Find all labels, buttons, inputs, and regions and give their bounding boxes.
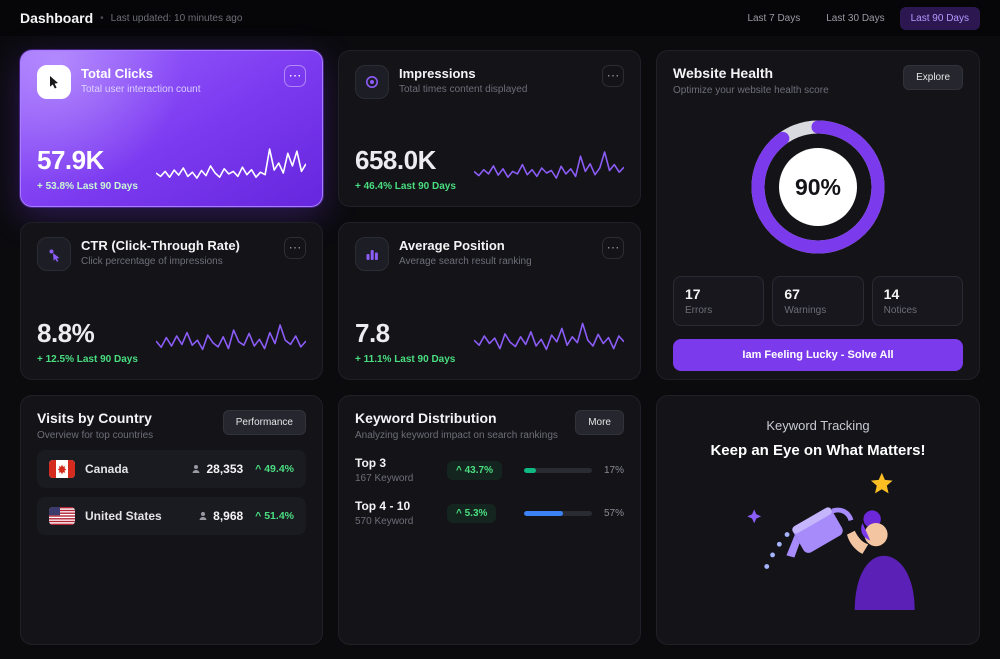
keyword-percent: 57% [603, 507, 624, 519]
errors-value: 17 [685, 286, 701, 302]
warnings-value: 67 [784, 286, 800, 302]
card-title: Impressions [399, 66, 476, 81]
warnings-label: Warnings [784, 305, 827, 316]
sparkline-chart [156, 324, 306, 351]
card-title: Keyword Distribution [355, 410, 497, 426]
keyword-row-top-4-10: Top 4 - 10 570 Keyword ^ 5.3% 57% [355, 499, 624, 527]
keyword-tracking-eyebrow: Keyword Tracking [766, 418, 870, 433]
separator-dot: • [100, 12, 104, 24]
card-subtitle: Total user interaction count [81, 84, 201, 95]
bar-chart-icon [355, 237, 389, 271]
canada-flag-icon [49, 460, 75, 478]
keyword-range-label: Top 3 [355, 456, 387, 470]
card-menu-button[interactable]: ⋯ [284, 237, 306, 259]
country-delta: ^ 51.4% [255, 510, 294, 522]
keyword-count: 167 Keyword [355, 473, 414, 484]
visits-icon [199, 512, 207, 520]
range-last-30-days[interactable]: Last 30 Days [815, 7, 895, 30]
impressions-card: Impressions Total times content displaye… [338, 50, 641, 207]
sparkline-chart [474, 151, 624, 179]
keyword-progress-bar [524, 467, 592, 473]
stat-delta: + 53.8% Last 90 Days [37, 181, 138, 192]
notices-label: Notices [883, 305, 918, 316]
stat-value: 658.0K [355, 145, 436, 175]
card-title: CTR (Click-Through Rate) [81, 238, 240, 253]
stat-delta: + 11.1% Last 90 Days [355, 354, 456, 365]
keyword-percent: 17% [603, 464, 624, 476]
card-title: Average Position [399, 238, 505, 253]
stat-delta: + 46.4% Last 90 Days [355, 181, 456, 192]
keyword-progress-bar [524, 510, 592, 516]
visits-by-country-card: Visits by Country Overview for top count… [20, 395, 323, 645]
errors-label: Errors [685, 305, 713, 316]
page-title: Dashboard [20, 10, 94, 26]
last-updated-text: Last updated: 10 minutes ago [110, 12, 243, 24]
country-name: United States [85, 509, 162, 523]
pointer-icon [37, 237, 71, 271]
country-visits: 28,353 [206, 462, 244, 476]
health-stats: 17 Errors 67 Warnings 14 Notices [673, 276, 963, 326]
more-button[interactable]: More [575, 410, 624, 435]
card-title: Total Clicks [81, 66, 154, 81]
keyword-tracking-card: Keyword Tracking Keep an Eye on What Mat… [656, 395, 980, 645]
card-menu-button[interactable]: ⋯ [602, 65, 624, 87]
keyword-range-label: Top 4 - 10 [355, 499, 411, 513]
range-last-90-days[interactable]: Last 90 Days [899, 6, 980, 30]
date-range-switcher: Last 7 Days Last 30 Days Last 90 Days [736, 6, 980, 30]
range-last-7-days[interactable]: Last 7 Days [736, 7, 811, 30]
keyword-tracking-headline: Keep an Eye on What Matters! [710, 442, 926, 459]
keyword-row-top-3: Top 3 167 Keyword ^ 43.7% 17% [355, 456, 624, 484]
sparkline-chart [156, 148, 306, 179]
keyword-delta-badge: ^ 43.7% [447, 460, 502, 480]
keyword-distribution-card: Keyword Distribution Analyzing keyword i… [338, 395, 641, 645]
average-position-card: Average Position Average search result r… [338, 222, 641, 380]
country-name: Canada [85, 462, 129, 476]
explore-button[interactable]: Explore [903, 65, 963, 90]
warnings-stat: 67 Warnings [772, 276, 864, 326]
cursor-click-icon [37, 65, 71, 99]
card-subtitle: Click percentage of impressions [81, 256, 223, 267]
country-delta: ^ 49.4% [255, 463, 294, 475]
card-subtitle: Total times content displayed [399, 84, 528, 95]
country-row-united-states: United States 8,968 ^ 51.4% [37, 497, 306, 535]
notices-stat: 14 Notices [871, 276, 963, 326]
stat-delta: + 12.5% Last 90 Days [37, 354, 138, 365]
stat-value: 7.8 [355, 318, 390, 348]
health-score-value: 90% [779, 148, 857, 226]
website-health-card: Website Health Optimize your website hea… [656, 50, 980, 380]
stat-value: 57.9K [37, 145, 104, 175]
card-subtitle: Overview for top countries [37, 430, 154, 441]
card-menu-button[interactable]: ⋯ [602, 237, 624, 259]
top-bar: Dashboard • Last updated: 10 minutes ago… [0, 0, 1000, 36]
card-subtitle: Optimize your website health score [673, 85, 829, 96]
country-visits: 8,968 [213, 509, 244, 523]
performance-button[interactable]: Performance [222, 410, 306, 435]
solve-all-button[interactable]: Iam Feeling Lucky - Solve All [673, 339, 963, 371]
card-menu-button[interactable]: ⋯ [284, 65, 306, 87]
ctr-card: CTR (Click-Through Rate) Click percentag… [20, 222, 323, 380]
notices-value: 14 [883, 286, 900, 302]
errors-stat: 17 Errors [673, 276, 765, 326]
us-flag-icon [49, 507, 75, 525]
card-title: Visits by Country [37, 410, 152, 426]
total-clicks-card: Total Clicks Total user interaction coun… [20, 50, 323, 207]
dashboard-grid: Total Clicks Total user interaction coun… [0, 36, 1000, 659]
health-score-donut: 90% [743, 112, 893, 262]
country-row-canada: Canada 28,353 ^ 49.4% [37, 450, 306, 488]
card-subtitle: Average search result ranking [399, 256, 532, 267]
card-title: Website Health [673, 65, 774, 81]
sparkline-chart [474, 322, 624, 351]
disc-icon [355, 65, 389, 99]
stat-value: 8.8% [37, 318, 95, 348]
keyword-delta-badge: ^ 5.3% [447, 503, 497, 523]
keyword-count: 570 Keyword [355, 516, 414, 527]
keyword-tracking-illustration [747, 472, 915, 610]
visits-icon [192, 465, 200, 473]
card-subtitle: Analyzing keyword impact on search ranki… [355, 430, 558, 441]
